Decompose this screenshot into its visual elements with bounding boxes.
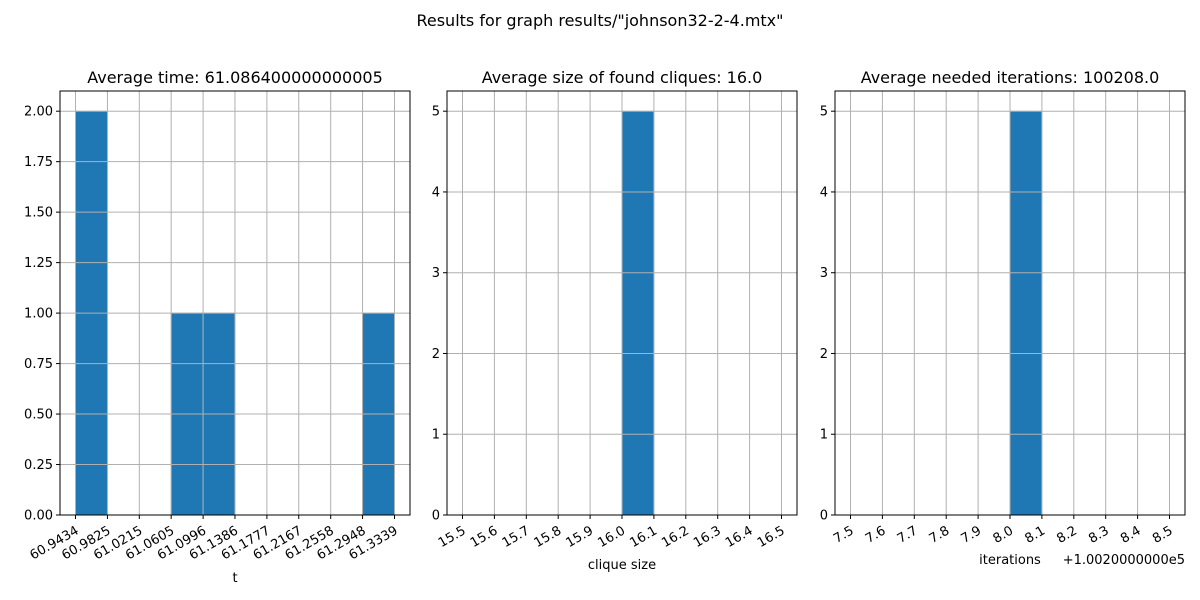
x-tick-label: 7.9 — [959, 523, 984, 546]
x-tick-label: 16.3 — [691, 523, 724, 550]
y-tick-label: 0.00 — [24, 509, 53, 524]
figure-suptitle: Results for graph results/"johnson32-2-4… — [416, 11, 783, 30]
chart-title: Average time: 61.086400000000005 — [87, 68, 383, 87]
chart-panel-3: 0 1 2 3 4 5 7.5 7.6 7.7 7.8 7.9 8.0 8.1 8.2 8.3 8.4 8.5 A… — [820, 68, 1186, 568]
y-tick-label: 1.25 — [24, 256, 53, 271]
histogram-bar — [622, 111, 654, 515]
y-tick-label: 1.00 — [24, 307, 53, 322]
x-tick-label: 15.5 — [436, 523, 469, 550]
y-tick-label: 1.75 — [24, 155, 53, 170]
x-axis-label: clique size — [588, 558, 656, 573]
y-tick-label: 5 — [432, 105, 440, 120]
x-axis-offset-label: +1.0020000000e5 — [1063, 553, 1185, 568]
y-tick-label: 1 — [820, 428, 828, 443]
x-tick-label: 8.5 — [1150, 523, 1175, 546]
y-tick-label: 1 — [432, 428, 440, 443]
y-tick-label: 0.25 — [24, 458, 53, 473]
y-tick-label: 4 — [820, 185, 828, 200]
x-tick-label: 8.1 — [1022, 523, 1047, 546]
x-tick-label: 8.2 — [1054, 523, 1079, 546]
x-tick-label: 8.0 — [991, 523, 1016, 546]
chart-title: Average size of found cliques: 16.0 — [482, 68, 763, 87]
y-tick-label: 0 — [820, 509, 828, 524]
chart-title: Average needed iterations: 100208.0 — [861, 68, 1160, 87]
x-tick-label: 8.3 — [1086, 523, 1111, 546]
y-tick-label: 4 — [432, 185, 440, 200]
x-tick-label: 7.6 — [863, 523, 888, 546]
x-axis-label: t — [232, 571, 237, 586]
chart-panel-1: 0.000.250.500.751.001.251.501.752.0060.9… — [24, 68, 411, 586]
y-tick-label: 0.50 — [24, 408, 53, 423]
x-tick-label: 16.4 — [723, 523, 756, 550]
y-tick-label: 2 — [432, 347, 440, 362]
x-tick-label: 7.8 — [927, 523, 952, 546]
x-tick-label: 16.2 — [659, 523, 692, 550]
y-tick-label: 0.75 — [24, 357, 53, 372]
y-tick-label: 2 — [820, 347, 828, 362]
y-tick-label: 2.00 — [24, 105, 53, 120]
panels: 0.000.250.500.751.001.251.501.752.0060.9… — [24, 68, 1186, 586]
y-tick-label: 1.50 — [24, 206, 53, 221]
x-tick-label: 15.9 — [564, 523, 597, 550]
y-tick-label: 5 — [820, 105, 828, 120]
x-tick-label: 16.1 — [627, 523, 660, 550]
x-tick-label: 16.0 — [595, 523, 628, 550]
y-tick-label: 3 — [820, 266, 828, 281]
x-tick-label: 15.7 — [500, 523, 533, 550]
y-tick-label: 0 — [432, 509, 440, 524]
x-tick-label: 8.4 — [1118, 523, 1143, 546]
x-tick-label: 15.6 — [468, 523, 501, 550]
x-tick-label: 7.5 — [831, 523, 856, 546]
histogram-bar — [1010, 111, 1042, 515]
x-tick-label: 7.7 — [895, 523, 920, 546]
x-axis-label: iterations — [979, 553, 1041, 568]
y-tick-label: 3 — [432, 266, 440, 281]
x-tick-label: 15.8 — [532, 523, 565, 550]
x-tick-label: 16.5 — [755, 523, 788, 550]
